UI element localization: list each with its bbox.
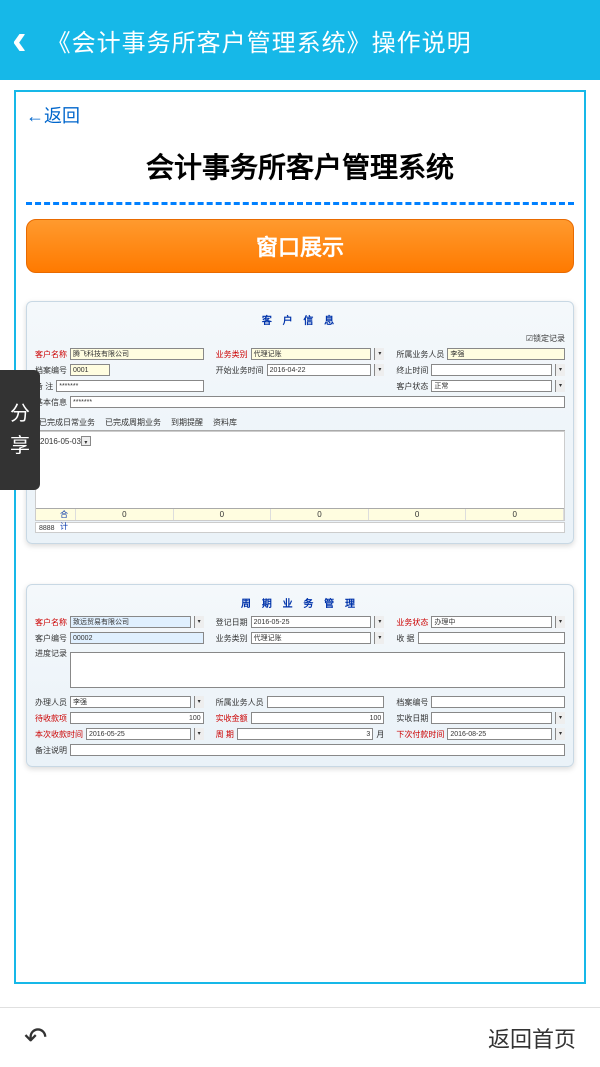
progress-label: 进度记录	[35, 648, 67, 659]
handler-field[interactable]: 李强	[70, 696, 191, 708]
w2-staff-field[interactable]	[267, 696, 385, 708]
remark-note-label: 备注说明	[35, 745, 67, 756]
biz-type-field[interactable]: 代理记账	[251, 348, 372, 360]
dropdown-icon[interactable]: ▾	[555, 364, 565, 376]
periodic-biz-window: 周 期 业 务 管 理 客户名称致远贸易有限公司▾ 登记日期2016-05-25…	[26, 584, 574, 767]
period-unit: 月	[376, 729, 384, 740]
actual-date-field[interactable]	[431, 712, 552, 724]
return-link[interactable]: ←返回	[26, 102, 574, 128]
tabs: 已完成日常业务 已完成周期业务 到期提醒 资料库	[35, 414, 565, 431]
dropdown-icon[interactable]: ▾	[555, 712, 565, 724]
main-heading: 会计事务所客户管理系统	[26, 146, 574, 186]
divider	[26, 202, 574, 205]
staff-label: 所属业务人员	[396, 349, 444, 360]
dropdown-icon[interactable]: ▾	[374, 364, 384, 376]
remark-field[interactable]: *******	[56, 380, 203, 392]
w2-biz-type-label: 业务类别	[216, 633, 248, 644]
w2-staff-label: 所属业务人员	[216, 697, 264, 708]
biz-status-label: 业务状态	[396, 617, 428, 628]
next-time-field[interactable]: 2016-08-25	[447, 728, 552, 740]
staff-field[interactable]: 李强	[447, 348, 565, 360]
share-char-2: 享	[10, 430, 30, 462]
w2-customer-name-field[interactable]: 致远贸易有限公司	[70, 616, 191, 628]
page-title: 《会计事务所客户管理系统》操作说明	[47, 23, 472, 58]
dropdown-icon[interactable]: ▾	[555, 616, 565, 628]
dropdown-icon[interactable]: ▾	[555, 380, 565, 392]
tab-archive[interactable]: 资料库	[213, 417, 237, 428]
share-tab[interactable]: 分 享	[0, 370, 40, 490]
summary-row: 合计 0 0 0 0 0	[36, 508, 564, 520]
basic-info-field[interactable]: *******	[70, 396, 565, 408]
status-label: 客户状态	[396, 381, 428, 392]
summary-cell: 0	[369, 509, 467, 520]
dropdown-icon[interactable]: ▾	[374, 616, 384, 628]
actual-date-label: 实收日期	[396, 713, 428, 724]
dropdown-icon[interactable]: ▾	[194, 696, 204, 708]
receipt-field[interactable]	[418, 632, 565, 644]
w2-archive-label: 档案编号	[396, 697, 428, 708]
home-link[interactable]: 返回首页	[488, 1022, 576, 1054]
period-field[interactable]: 3	[237, 728, 373, 740]
actual-label: 实收金额	[216, 713, 248, 724]
customer-info-title: 客 户 信 息	[35, 312, 565, 327]
tab-daily[interactable]: 已完成日常业务	[39, 417, 95, 428]
this-time-label: 本次收款时间	[35, 729, 83, 740]
dropdown-icon[interactable]: ▾	[374, 348, 384, 360]
dropdown-icon[interactable]: ▾	[194, 728, 204, 740]
w2-biz-type-field[interactable]: 代理记账	[251, 632, 372, 644]
actual-field[interactable]: 100	[251, 712, 385, 724]
biz-type-label: 业务类别	[216, 349, 248, 360]
w2-customer-name-label: 客户名称	[35, 617, 67, 628]
customer-no-label: 客户编号	[35, 633, 67, 644]
biz-status-field[interactable]: 办理中	[431, 616, 552, 628]
tab-content: 2016-05-03▾ 合计 0 0 0 0 0	[35, 431, 565, 521]
tab-periodic[interactable]: 已完成周期业务	[105, 417, 161, 428]
dropdown-icon[interactable]: ▾	[81, 436, 91, 446]
receipt-label: 收 据	[396, 633, 414, 644]
summary-cell: 0	[466, 509, 564, 520]
dropdown-icon[interactable]: ▾	[194, 616, 204, 628]
summary-cell: 0	[76, 509, 174, 520]
summary-cell: 0	[174, 509, 272, 520]
pending-label: 待收款项	[35, 713, 67, 724]
window-display-banner: 窗口展示	[26, 219, 574, 273]
bottom-strip: 8888	[35, 522, 565, 533]
tab-reminder[interactable]: 到期提醒	[171, 417, 203, 428]
start-time-label: 开始业务时间	[216, 365, 264, 376]
next-time-label: 下次付款时间	[396, 729, 444, 740]
this-time-field[interactable]: 2016-05-25	[86, 728, 191, 740]
top-bar: ‹ 《会计事务所客户管理系统》操作说明	[0, 0, 600, 80]
end-time-field[interactable]	[431, 364, 552, 376]
handler-label: 办理人员	[35, 697, 67, 708]
status-field[interactable]: 正常	[431, 380, 552, 392]
reply-arrow-icon[interactable]: ↶	[24, 1021, 47, 1054]
w2-archive-field[interactable]	[431, 696, 565, 708]
reg-date-label: 登记日期	[216, 617, 248, 628]
date-value: 2016-05-03	[40, 437, 81, 446]
summary-cell: 0	[271, 509, 369, 520]
archive-no-field[interactable]: 0001	[70, 364, 110, 376]
share-char-1: 分	[10, 398, 30, 430]
progress-textarea[interactable]	[70, 652, 565, 688]
pending-field[interactable]: 100	[70, 712, 204, 724]
customer-info-window: 客 户 信 息 ☑锁定记录 客户名称腾飞科技有限公司 业务类别代理记账▾ 所属业…	[26, 301, 574, 544]
remark-note-field[interactable]	[70, 744, 565, 756]
lock-record-checkbox[interactable]: ☑锁定记录	[35, 333, 565, 344]
end-time-label: 终止时间	[396, 365, 428, 376]
content-frame: ←返回 会计事务所客户管理系统 窗口展示 客 户 信 息 ☑锁定记录 客户名称腾…	[14, 90, 586, 984]
period-label: 周 期	[216, 729, 234, 740]
reg-date-field[interactable]: 2016-05-25	[251, 616, 372, 628]
start-time-field[interactable]: 2016-04-22	[267, 364, 372, 376]
bottom-bar: ↶ 返回首页	[0, 1007, 600, 1067]
customer-no-field[interactable]: 00002	[70, 632, 204, 644]
dropdown-icon[interactable]: ▾	[374, 632, 384, 644]
customer-name-field[interactable]: 腾飞科技有限公司	[70, 348, 204, 360]
customer-name-label: 客户名称	[35, 349, 67, 360]
back-chevron-icon[interactable]: ‹	[12, 18, 27, 62]
periodic-title: 周 期 业 务 管 理	[35, 595, 565, 610]
summary-label: 合计	[36, 509, 76, 520]
dropdown-icon[interactable]: ▾	[555, 728, 565, 740]
